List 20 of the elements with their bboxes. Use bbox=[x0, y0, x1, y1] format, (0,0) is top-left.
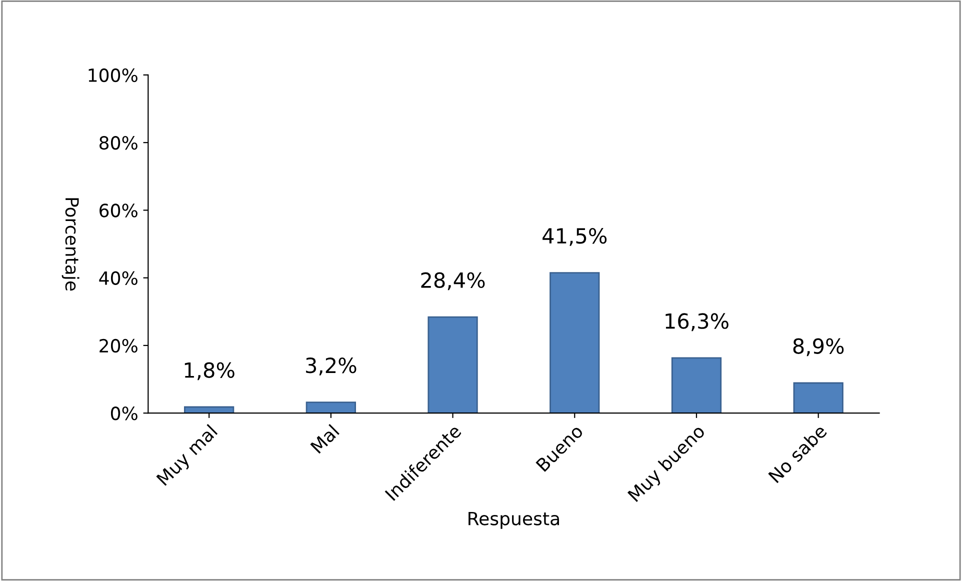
x-tick-label: Mal bbox=[310, 424, 340, 454]
y-tick-label: 0% bbox=[110, 406, 138, 420]
bar bbox=[428, 316, 478, 414]
y-tick-label: 80% bbox=[100, 136, 138, 150]
bar bbox=[793, 382, 844, 414]
y-axis-title: Porcentaje bbox=[62, 198, 80, 291]
data-label: 3,2% bbox=[306, 357, 356, 376]
bar bbox=[671, 357, 722, 414]
bar bbox=[550, 272, 600, 414]
data-label: 16,3% bbox=[666, 313, 728, 332]
data-label: 41,5% bbox=[542, 228, 607, 246]
data-label: 8,9% bbox=[793, 338, 844, 356]
y-tick-label: 20% bbox=[100, 338, 138, 353]
bar bbox=[306, 402, 356, 414]
x-axis-title: Respuesta bbox=[468, 512, 559, 529]
y-tick-label: 40% bbox=[99, 271, 138, 285]
data-label: 1,8% bbox=[184, 362, 234, 380]
y-tick-label: 60% bbox=[100, 204, 138, 218]
y-tick-label: 100% bbox=[88, 68, 138, 82]
data-label: 28,4% bbox=[421, 272, 485, 290]
